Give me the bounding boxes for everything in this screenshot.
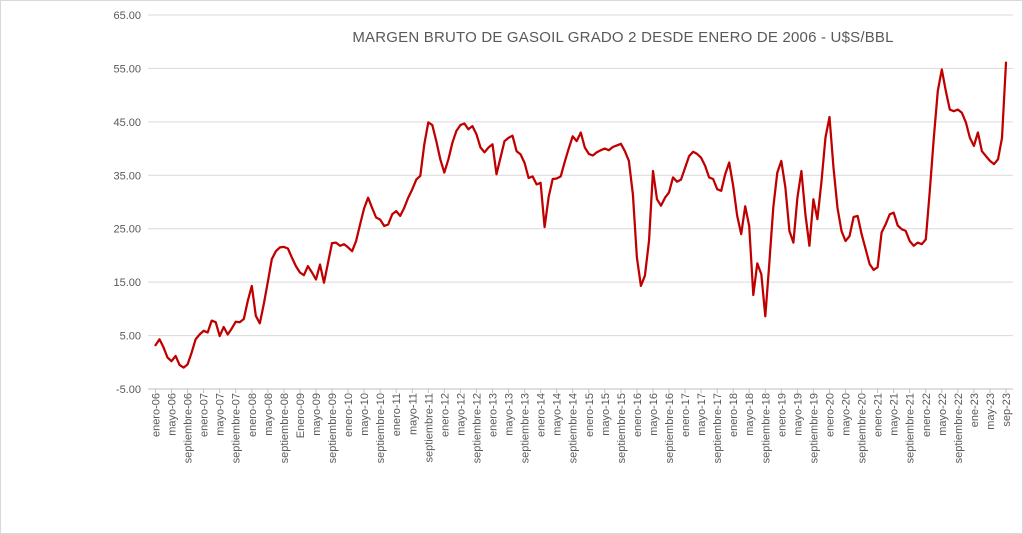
- x-axis-tick-label: septiembre-15: [616, 393, 628, 463]
- x-axis-tick-marks: [155, 389, 1007, 393]
- x-axis-tick-label: enero-08: [247, 393, 259, 437]
- x-axis-tick-label: sep-23: [1001, 393, 1013, 427]
- x-axis-tick-label: enero-10: [343, 393, 355, 437]
- x-axis-tick-label: mayo-22: [937, 393, 949, 436]
- x-axis-tick-label: septiembre-10: [375, 393, 387, 463]
- x-axis-tick-label: septiembre-06: [183, 393, 195, 463]
- x-axis-tick-label: mayo-18: [744, 393, 756, 436]
- x-axis-tick-label: enero-07: [199, 393, 211, 437]
- x-axis-tick-label: enero-17: [680, 393, 692, 437]
- x-axis-tick-label: mayo-17: [696, 393, 708, 436]
- y-axis-tick-label: 65.00: [113, 10, 141, 22]
- y-axis-tick-label: 45.00: [113, 117, 141, 129]
- y-axis-tick-labels: 65.00 55.00 45.00 35.00 25.00 15.00 5.00 -5.00: [113, 10, 141, 396]
- x-axis-tick-label: septiembre-09: [327, 393, 339, 463]
- x-axis-tick-label: septiembre-17: [712, 393, 724, 463]
- x-axis-tick-label: enero-20: [825, 393, 837, 437]
- x-axis-tick-label: septiembre-08: [279, 393, 291, 463]
- x-axis-tick-label: enero-11: [391, 393, 403, 436]
- x-axis-tick-label: septiembre-14: [568, 393, 580, 463]
- x-axis-tick-label: septiembre-12: [471, 393, 483, 463]
- x-axis-tick-label: septiembre-21: [905, 393, 917, 463]
- x-axis-tick-label: mayo-20: [841, 393, 853, 436]
- y-axis-tick-label: 25.00: [113, 224, 141, 236]
- x-axis-tick-label: mayo-06: [167, 393, 179, 436]
- x-axis-tick-label: enero-15: [584, 393, 596, 437]
- x-axis-tick-label: enero-18: [728, 393, 740, 437]
- x-axis-tick-label: mayo-10: [359, 393, 371, 436]
- y-axis-tick-label: 15.00: [113, 277, 141, 289]
- x-axis-tick-label: mayo-14: [552, 393, 564, 436]
- series-line-gasoil-margin: [154, 61, 1008, 369]
- x-axis-tick-label: enero-06: [151, 393, 163, 437]
- x-axis-tick-label: enero-16: [632, 393, 644, 437]
- y-axis-tick-label: 35.00: [113, 170, 141, 182]
- y-axis-tick-label: 55.00: [113, 63, 141, 75]
- chart-title: MARGEN BRUTO DE GASOIL GRADO 2 DESDE ENE…: [352, 29, 893, 46]
- y-axis-tick-label: -5.00: [116, 384, 141, 396]
- x-axis-tick-label: enero-12: [439, 393, 451, 437]
- x-axis-tick-label: enero-19: [776, 393, 788, 437]
- x-axis-tick-label: may-23: [985, 393, 997, 430]
- x-axis-tick-label: mayo-15: [600, 393, 612, 436]
- x-axis-tick-label: mayo-12: [455, 393, 467, 436]
- x-axis-tick-label: septiembre-18: [760, 393, 772, 463]
- x-axis-tick-label: enero-14: [536, 393, 548, 437]
- x-axis-tick-label: septiembre-11: [423, 393, 435, 463]
- x-axis-tick-label: septiembre-19: [808, 393, 820, 463]
- y-axis-tick-label: 5.00: [120, 331, 141, 343]
- x-axis-tick-label: septiembre-22: [953, 393, 965, 463]
- x-axis-tick-label: mayo-16: [648, 393, 660, 436]
- x-axis-tick-labels: enero-06 mayo-06 septiembre-06 enero-07 mayo…: [151, 393, 1014, 463]
- x-axis-tick-label: mayo-21: [889, 393, 901, 436]
- gridlines: [148, 14, 1013, 337]
- x-axis-tick-label: ene-23: [969, 393, 981, 427]
- x-axis-tick-label: septiembre-20: [857, 393, 869, 463]
- x-axis-tick-label: Enero-09: [295, 393, 307, 438]
- x-axis-tick-label: enero-13: [488, 393, 500, 437]
- x-axis-tick-label: septiembre-07: [231, 393, 243, 463]
- x-axis-tick-label: mayo-19: [792, 393, 804, 436]
- x-axis-tick-label: septiembre-16: [664, 393, 676, 463]
- x-axis-tick-label: enero-21: [873, 393, 885, 437]
- x-axis-tick-label: mayo-11: [407, 393, 419, 435]
- x-axis-tick-label: septiembre-13: [520, 393, 532, 463]
- x-axis-tick-label: mayo-07: [215, 393, 227, 436]
- x-axis-tick-label: mayo-08: [263, 393, 275, 436]
- x-axis-tick-label: mayo-13: [504, 393, 516, 436]
- x-axis-tick-label: mayo-09: [311, 393, 323, 436]
- x-axis-tick-label: enero-22: [921, 393, 933, 437]
